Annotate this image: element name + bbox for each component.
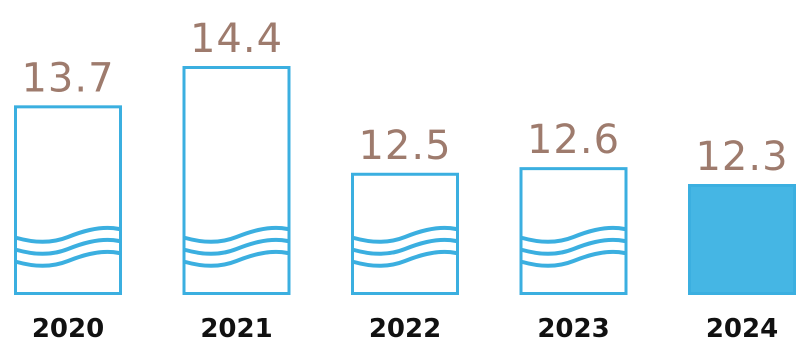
- wave-line-2022-1: [352, 226, 458, 244]
- bar-group-2024: [688, 184, 796, 295]
- year-label-2024: 2024: [706, 314, 778, 344]
- value-label-2022: 12.5: [358, 123, 451, 169]
- value-label-2023: 12.6: [527, 117, 620, 163]
- labels-layer: 13.7 2020 14.4 2021 12.5 2022 12.6 2023 12.3 2024: [21, 16, 788, 344]
- bar-2022: [351, 172, 459, 295]
- year-label-2020: 2020: [32, 314, 104, 344]
- bar-group-2021: [182, 66, 291, 295]
- bar-2023: [519, 167, 628, 295]
- wave-line-2023-2: [520, 238, 627, 256]
- wave-line-2021-3: [183, 250, 290, 268]
- bar-group-2023: [519, 167, 628, 295]
- year-label-2021: 2021: [200, 314, 272, 344]
- bar-group-2022: [351, 172, 459, 295]
- bar-2021: [182, 66, 291, 295]
- value-label-2020: 13.7: [21, 55, 114, 101]
- wave-line-2020-2: [15, 238, 121, 256]
- bar-group-2020: [14, 105, 122, 296]
- wave-line-2020-3: [15, 250, 121, 268]
- bar-2024: [688, 184, 796, 295]
- bars-layer: [14, 66, 796, 296]
- wave-line-2023-1: [520, 226, 627, 244]
- wave-line-2021-2: [183, 238, 290, 256]
- wave-line-2021-1: [183, 226, 290, 244]
- wave-line-2022-2: [352, 238, 458, 256]
- value-label-2024: 12.3: [695, 134, 788, 180]
- year-label-2023: 2023: [537, 314, 609, 344]
- wave-line-2023-3: [520, 250, 627, 268]
- wave-line-2022-3: [352, 250, 458, 268]
- value-label-2021: 14.4: [190, 16, 283, 62]
- wave-line-2020-1: [15, 226, 121, 244]
- year-label-2022: 2022: [369, 314, 441, 344]
